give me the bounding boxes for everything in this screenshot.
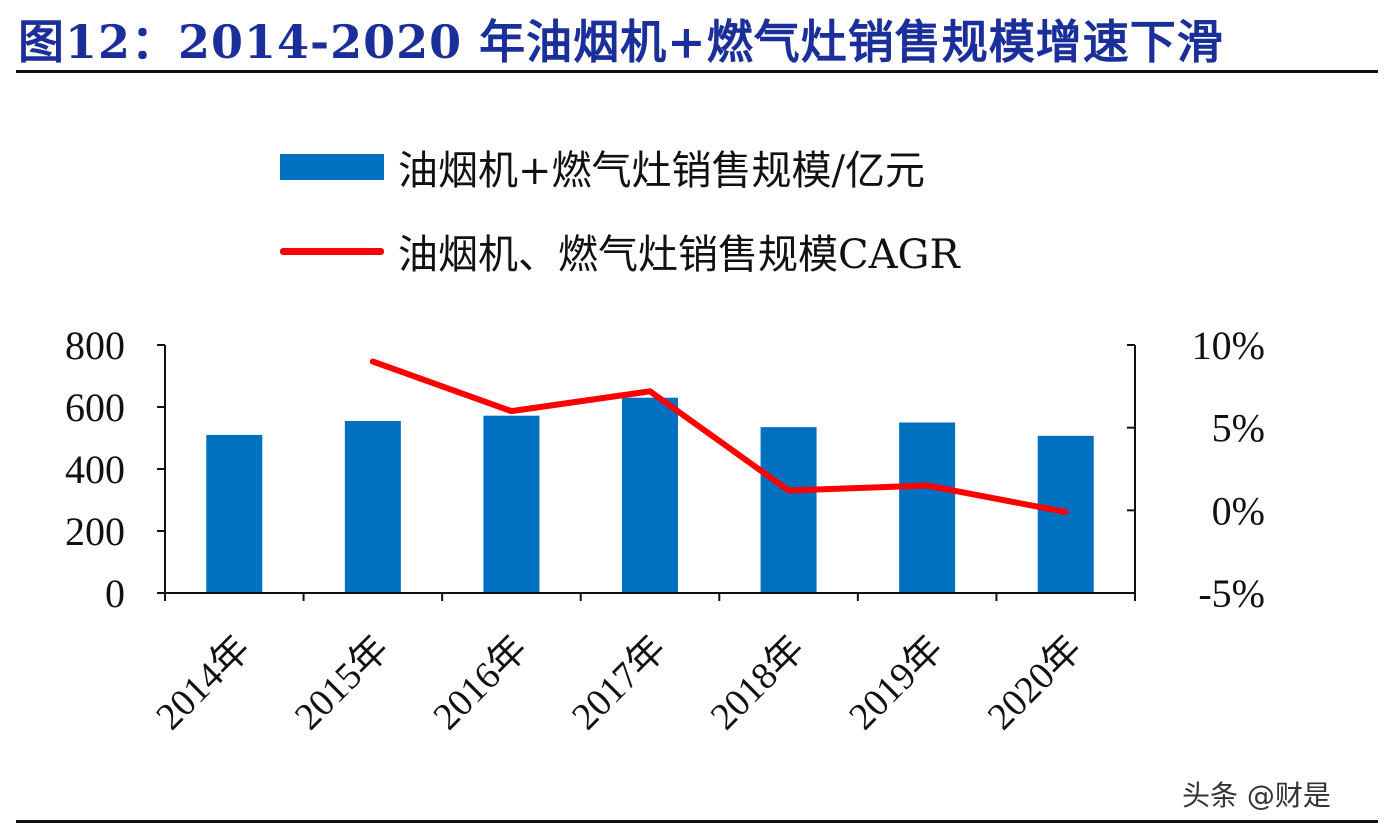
x-tick-label: 2018年 — [703, 628, 813, 738]
legend-item-bar: 油烟机+燃气灶销售规模/亿元 — [280, 142, 925, 194]
legend-item-line: 油烟机、燃气灶销售规模CAGR — [280, 226, 960, 278]
cagr-point — [369, 358, 376, 365]
y-left-tick-label: 200 — [65, 509, 125, 554]
cagr-point — [508, 408, 515, 415]
watermark: 头条 @财是 — [1182, 779, 1331, 812]
y-right-tick-label: 0% — [1212, 488, 1265, 533]
y-left-tick-label: 400 — [65, 447, 125, 492]
x-tick-label: 2020年 — [980, 628, 1090, 738]
legend-swatch-line — [280, 247, 384, 255]
bar — [899, 422, 956, 593]
y-right-tick-label: 10% — [1192, 323, 1265, 368]
y-left-tick-label: 600 — [65, 385, 125, 430]
legend-label-line: 油烟机、燃气灶销售规模CAGR — [398, 232, 960, 278]
cagr-point — [785, 487, 792, 494]
x-tick-label: 2019年 — [841, 628, 951, 738]
cagr-point — [1062, 508, 1069, 515]
bar — [483, 415, 540, 593]
bar — [344, 420, 401, 593]
cagr-point — [647, 388, 653, 395]
y-right-tick-label: -5% — [1198, 571, 1265, 616]
cagr-point — [924, 482, 931, 489]
y-left-tick-label: 800 — [65, 323, 125, 368]
y-left-tick-label: 0 — [105, 571, 125, 616]
bar — [206, 434, 263, 593]
cagr-line — [369, 358, 1069, 515]
legend-swatch-bar — [280, 154, 384, 180]
x-tick-label: 2016年 — [425, 628, 535, 738]
bar — [622, 397, 678, 593]
bottom-rule — [16, 820, 1378, 823]
top-rule — [16, 70, 1378, 73]
x-tick-label: 2015年 — [287, 628, 397, 738]
legend-label-bar: 油烟机+燃气灶销售规模/亿元 — [398, 148, 925, 194]
y-right-tick-label: 5% — [1212, 406, 1265, 451]
bar — [760, 427, 817, 593]
x-tick-label: 2017年 — [564, 628, 674, 738]
x-tick-label: 2014年 — [148, 628, 258, 738]
figure-title: 图12：2014-2020 年油烟机+燃气灶销售规模增速下滑 — [18, 15, 1224, 69]
